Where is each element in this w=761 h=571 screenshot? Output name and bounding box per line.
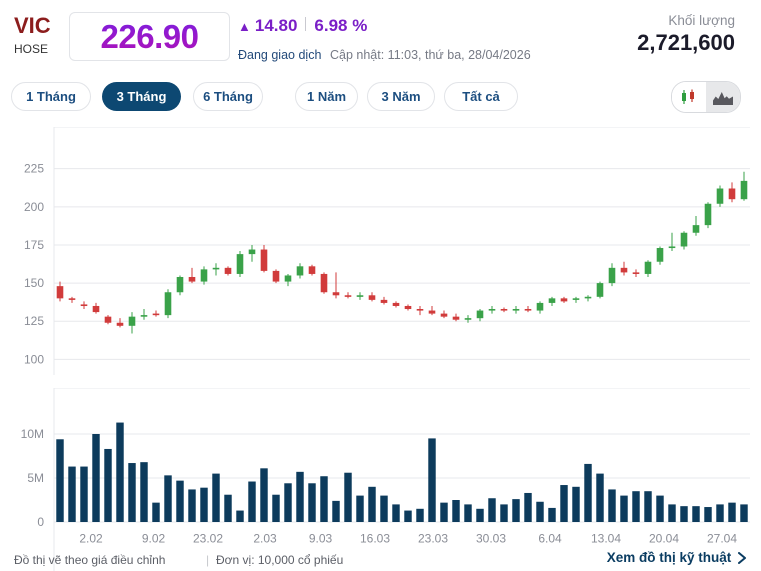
svg-text:30.03: 30.03 <box>476 532 506 546</box>
svg-text:100: 100 <box>24 352 44 366</box>
svg-text:6.04: 6.04 <box>538 532 562 546</box>
svg-text:23.03: 23.03 <box>418 532 448 546</box>
svg-text:150: 150 <box>24 276 44 290</box>
svg-text:9.02: 9.02 <box>142 532 166 546</box>
svg-text:5M: 5M <box>27 471 44 485</box>
svg-text:125: 125 <box>24 314 44 328</box>
svg-text:175: 175 <box>24 238 44 252</box>
svg-text:23.02: 23.02 <box>193 532 223 546</box>
svg-text:10M: 10M <box>21 427 44 441</box>
svg-text:27.04: 27.04 <box>707 532 737 546</box>
svg-text:16.03: 16.03 <box>360 532 390 546</box>
svg-text:225: 225 <box>24 162 44 176</box>
svg-text:13.04: 13.04 <box>591 532 621 546</box>
svg-text:20.04: 20.04 <box>649 532 679 546</box>
svg-text:2.02: 2.02 <box>79 532 103 546</box>
svg-text:200: 200 <box>24 200 44 214</box>
svg-text:0: 0 <box>37 515 44 529</box>
svg-text:2.03: 2.03 <box>253 532 277 546</box>
svg-text:9.03: 9.03 <box>309 532 333 546</box>
